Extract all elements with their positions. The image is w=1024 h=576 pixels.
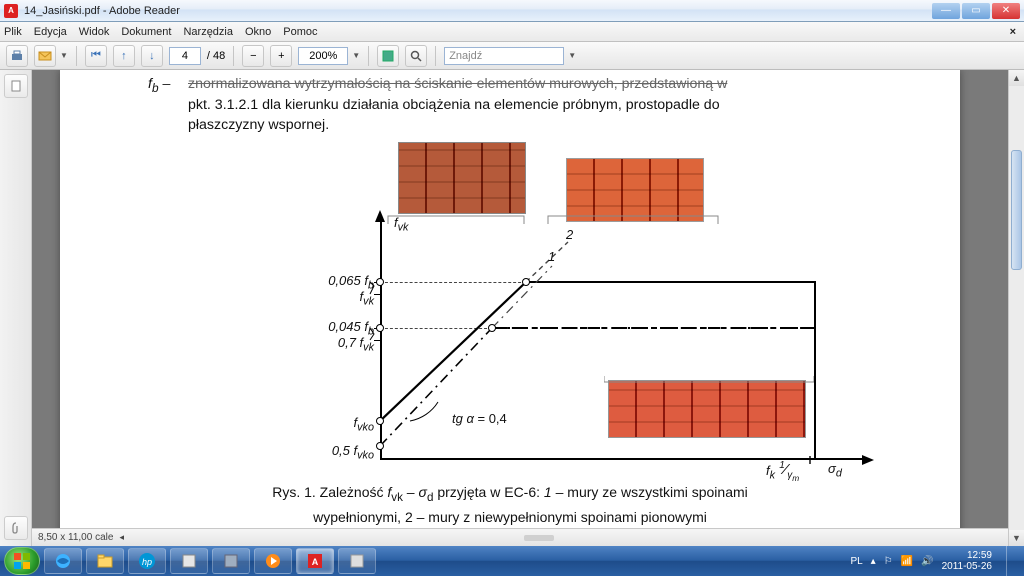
- doc-para1b: płaszczyzny wspornej.: [188, 115, 872, 136]
- scroll-up-icon[interactable]: ▲: [1009, 70, 1024, 86]
- zoom-input[interactable]: 200%: [298, 47, 348, 65]
- ylab-05fvko: 0,5 fvko: [332, 442, 374, 464]
- toolbar: ▼ ⏮ ↑ ↓ 4 / 48 − + 200% ▼ Znajdź ▼: [0, 42, 1024, 70]
- pt-05fvko: [376, 442, 384, 450]
- page-first-button[interactable]: ⏮: [85, 45, 107, 67]
- taskbar-hp-icon[interactable]: hp: [128, 548, 166, 574]
- scroll-thumb[interactable]: [1011, 150, 1022, 270]
- vertical-scrollbar[interactable]: ▲ ▼: [1008, 70, 1024, 546]
- start-button[interactable]: [4, 547, 40, 575]
- xlab-sigma: σd: [828, 460, 842, 482]
- tray-date: 2011-05-26: [942, 561, 992, 572]
- sidebar-attachments-icon[interactable]: [4, 516, 28, 540]
- caption-l2: wypełnionymi, 2 – mury z niewypełnionymi…: [313, 509, 707, 525]
- pt-fvko: [376, 417, 384, 425]
- save-button[interactable]: [377, 45, 399, 67]
- scroll-down-icon[interactable]: ▼: [1009, 530, 1024, 546]
- xlab-fk: fk 1⁄γm: [766, 460, 799, 485]
- doc-para1a: pkt. 3.1.2.1 dla kierunku działania obci…: [188, 95, 872, 116]
- doc-strike-line: znormalizowana wytrzymałością na ściskan…: [188, 74, 872, 95]
- tray-time: 12:59: [942, 550, 992, 561]
- window-titlebar: A 14_Jasiński.pdf - Adobe Reader — ▭ ✕: [0, 0, 1024, 22]
- print-button[interactable]: [6, 45, 28, 67]
- search-dropdown-icon[interactable]: ▼: [568, 51, 576, 60]
- taskbar-app3-icon[interactable]: [338, 548, 376, 574]
- taskbar-app1-icon[interactable]: [170, 548, 208, 574]
- taskbar-app2-icon[interactable]: [212, 548, 250, 574]
- pt-y07: [376, 324, 384, 332]
- svg-text:hp: hp: [142, 557, 152, 567]
- taskbar-adobe-icon[interactable]: A: [296, 548, 334, 574]
- pt-yfvk: [376, 278, 384, 286]
- tray-flag-icon[interactable]: ⚐: [884, 556, 893, 567]
- page-prev-button[interactable]: ↑: [113, 45, 135, 67]
- tray-clock[interactable]: 12:59 2011-05-26: [942, 550, 992, 572]
- figure-1: fvk 0,065 fb fvk 0,045 fb 0,7 fvk fvko 0…: [148, 142, 872, 482]
- email-button[interactable]: [34, 45, 56, 67]
- figure-caption: Rys. 1. Zależność fvk – σd przyjęta w EC…: [148, 482, 872, 527]
- zoom-out-button[interactable]: −: [242, 45, 264, 67]
- menu-pomoc[interactable]: Pomoc: [283, 26, 317, 38]
- brick-photo-a: [398, 142, 526, 214]
- window-maximize-button[interactable]: ▭: [962, 3, 990, 19]
- tray-sound-icon[interactable]: 🔊: [921, 556, 933, 567]
- page-next-button[interactable]: ↓: [141, 45, 163, 67]
- menu-okno[interactable]: Okno: [245, 26, 271, 38]
- window-close-button[interactable]: ✕: [992, 3, 1020, 19]
- svg-text:A: A: [312, 557, 319, 567]
- window-minimize-button[interactable]: —: [932, 3, 960, 19]
- menu-narzedzia[interactable]: Narzędzia: [183, 26, 233, 38]
- pdf-page: fb – znormalizowana wytrzymałością na śc…: [60, 70, 960, 546]
- reader-statusbar: 8,50 x 11,00 cale ◂: [32, 528, 1008, 546]
- tray-up-icon[interactable]: ▴: [871, 556, 876, 567]
- menu-plik[interactable]: Plik: [4, 26, 22, 38]
- search-input[interactable]: Znajdź: [444, 47, 564, 65]
- taskbar-ie-icon[interactable]: [44, 548, 82, 574]
- window-title: 14_Jasiński.pdf - Adobe Reader: [24, 5, 180, 17]
- menubar: Plik Edycja Widok Dokument Narzędzia Okn…: [0, 22, 1024, 42]
- tga-label: tg α = 0,4: [452, 410, 507, 429]
- tray-network-icon[interactable]: 📶: [901, 556, 913, 567]
- menu-dokument[interactable]: Dokument: [121, 26, 171, 38]
- fb-label: fb –: [148, 74, 188, 136]
- pt-plat2: [488, 324, 496, 332]
- pt-plat1: [522, 278, 530, 286]
- ylab-07fvk: 0,7 fvk: [338, 334, 374, 356]
- zoom-in-button[interactable]: +: [270, 45, 292, 67]
- taskbar-media-icon[interactable]: [254, 548, 292, 574]
- pdf-icon: A: [4, 4, 18, 18]
- curve-1-label: 1: [548, 248, 555, 267]
- zoom-dropdown-icon[interactable]: ▼: [352, 51, 360, 60]
- ylab-fvko: fvko: [354, 414, 374, 436]
- search-tool-button[interactable]: [405, 45, 427, 67]
- menu-widok[interactable]: Widok: [79, 26, 110, 38]
- curve-2-label: 2: [566, 226, 573, 245]
- menu-edycja[interactable]: Edycja: [34, 26, 67, 38]
- system-tray: PL ▴ ⚐ 📶 🔊 12:59 2011-05-26: [850, 546, 1020, 576]
- show-desktop-button[interactable]: [1006, 546, 1016, 576]
- taskbar: hp A PL ▴ ⚐ 📶 🔊 12:59 2011-05-26: [0, 546, 1024, 576]
- sidebar-pages-icon[interactable]: [4, 74, 28, 98]
- caption-l1: Rys. 1. Zależność fvk – σd przyjęta w EC…: [272, 484, 748, 500]
- document-viewport: fb – znormalizowana wytrzymałością na śc…: [32, 70, 1024, 546]
- chart-axes: fvk 0,065 fb fvk 0,045 fb 0,7 fvk fvko 0…: [344, 224, 844, 460]
- page-total: / 48: [207, 50, 225, 62]
- tray-lang[interactable]: PL: [850, 556, 862, 567]
- menu-close-doc[interactable]: ×: [1010, 26, 1016, 38]
- chart-lines: [380, 224, 850, 460]
- dropdown-icon[interactable]: ▼: [60, 51, 68, 60]
- brace-bottom: [604, 374, 814, 384]
- taskbar-explorer-icon[interactable]: [86, 548, 124, 574]
- page-size-label: 8,50 x 11,00 cale: [38, 532, 113, 543]
- statusbar-arrow-icon[interactable]: ◂: [119, 532, 124, 543]
- sidebar: [0, 70, 32, 546]
- page-number-input[interactable]: 4: [169, 47, 201, 65]
